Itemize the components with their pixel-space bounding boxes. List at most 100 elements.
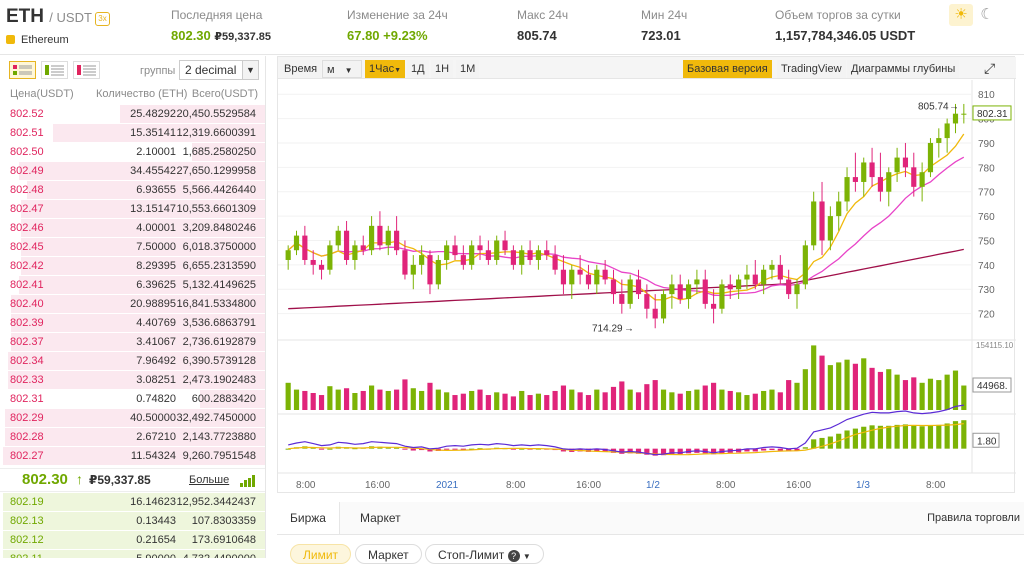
volume-bar: [477, 389, 483, 410]
coin-name[interactable]: Ethereum: [6, 34, 69, 46]
volume-bar: [502, 393, 508, 410]
ask-row[interactable]: 802.29 40.50000 32,492.7450000: [0, 409, 265, 428]
minute-select[interactable]: м ▼: [322, 60, 362, 78]
macd-histogram-bar: [410, 448, 416, 451]
view-basic[interactable]: Базовая версия: [683, 60, 772, 78]
ask-row[interactable]: 802.34 7.96492 6,390.5739128: [0, 352, 265, 371]
candle: [327, 245, 333, 270]
interval-1h[interactable]: 1Час▼: [365, 60, 406, 78]
ask-row[interactable]: 802.50 2.10001 1,685.2580250: [0, 143, 265, 162]
ask-price: 802.52: [10, 108, 44, 120]
volume-bar: [527, 395, 533, 410]
orderbook-toolbar: группы 2 decimal ▼: [0, 56, 265, 85]
macd-histogram-bar: [777, 448, 783, 451]
ask-row[interactable]: 802.28 2.67210 2,143.7723880: [0, 428, 265, 447]
stat-high-24h: Макс 24ч 805.74: [517, 8, 568, 43]
book-bids-icon[interactable]: [41, 61, 68, 79]
volume-bar: [877, 371, 884, 410]
candle: [419, 255, 425, 265]
ask-row[interactable]: 802.39 4.40769 3,536.6863791: [0, 314, 265, 333]
ask-row[interactable]: 802.46 4.00001 3,209.8480246: [0, 219, 265, 238]
ask-amount: 6.39625: [136, 279, 176, 291]
depth-bar: [21, 200, 265, 218]
trading-rules-link[interactable]: Правила торговли: [927, 512, 1020, 524]
help-icon[interactable]: ?: [507, 550, 520, 562]
view-tradingview[interactable]: TradingView: [777, 60, 846, 78]
sun-icon[interactable]: ☀: [949, 4, 973, 26]
interval-1w[interactable]: 1Н: [431, 60, 454, 78]
ask-row[interactable]: 802.40 20.98895 16,841.5334800: [0, 295, 265, 314]
depth-bar: [21, 257, 265, 275]
candle: [527, 250, 533, 260]
pair-title[interactable]: ETH / USDT: [6, 6, 92, 28]
bid-row[interactable]: 802.13 0.13443 107.8303359: [0, 512, 265, 531]
interval-1mo[interactable]: 1М: [456, 60, 480, 78]
ask-row[interactable]: 802.42 8.29395 6,655.2313590: [0, 257, 265, 276]
ask-total: 1,685.2580250: [182, 146, 256, 158]
tab-margin[interactable]: Маркет: [360, 511, 401, 525]
bid-price: 802.11: [10, 550, 43, 558]
ask-row[interactable]: 802.48 6.93655 5,566.4426440: [0, 181, 265, 200]
volume-bar: [727, 390, 733, 410]
tab-exchange[interactable]: Биржа: [277, 502, 340, 534]
depth-bar: [18, 276, 265, 294]
volume-bar: [869, 367, 875, 410]
book-both-icon[interactable]: [9, 61, 36, 79]
ask-amount: 20.98895: [130, 298, 176, 310]
candle: [702, 279, 708, 304]
stat-value: 802.30: [171, 28, 211, 43]
volume-bar: [460, 393, 466, 410]
fullscreen-icon[interactable]: ⤢: [984, 60, 996, 76]
candlestick-chart[interactable]: 810800790780770760750740730720805.74→714…: [278, 80, 1016, 494]
bid-row[interactable]: 802.12 0.21654 173.6910648: [0, 531, 265, 550]
ask-row[interactable]: 802.31 0.74820 600.2883420: [0, 390, 265, 409]
volume-bar: [452, 395, 458, 410]
ask-row[interactable]: 802.52 25.48292 20,450.5529584: [0, 105, 265, 124]
signal-bars-icon: [240, 474, 256, 492]
quote-symbol: / USDT: [49, 10, 92, 25]
order-type-market[interactable]: Маркет: [355, 544, 422, 564]
view-depth[interactable]: Диаграммы глубины: [847, 60, 960, 78]
price-tick: 760: [978, 212, 995, 223]
candle: [719, 284, 725, 309]
volume-bar: [352, 393, 358, 410]
macd-histogram-bar: [385, 447, 391, 449]
order-type-stop-limit[interactable]: Стоп-Лимит ? ▼: [425, 544, 544, 564]
volume-bar: [343, 388, 350, 410]
candle: [335, 230, 341, 246]
volume-bar: [894, 374, 900, 410]
ask-row[interactable]: 802.33 3.08251 2,473.1902483: [0, 371, 265, 390]
depth-bar: [199, 390, 265, 408]
volume-bar: [377, 389, 383, 410]
bid-row[interactable]: 802.19 16.14623 12,952.3442437: [0, 493, 265, 512]
ask-row[interactable]: 802.45 7.50000 6,018.3750000: [0, 238, 265, 257]
macd-histogram-bar: [894, 424, 900, 449]
macd-histogram-bar: [761, 448, 767, 451]
candle: [877, 177, 884, 192]
volume-current-label: 44968.: [977, 381, 1008, 392]
ask-row[interactable]: 802.41 6.39625 5,132.4149625: [0, 276, 265, 295]
order-type-limit[interactable]: Лимит: [290, 544, 352, 564]
ask-total: 6,655.2313590: [182, 260, 256, 272]
book-asks-icon[interactable]: [73, 61, 100, 79]
candle: [427, 255, 433, 285]
volume-bar: [485, 395, 491, 410]
bid-row[interactable]: 802.11 5.90000 4,732.4490000: [0, 550, 265, 558]
more-link[interactable]: Больше: [189, 474, 230, 486]
ask-row[interactable]: 802.37 3.41067 2,736.6192879: [0, 333, 265, 352]
ask-row[interactable]: 802.51 15.35141 12,319.6600391: [0, 124, 265, 143]
moon-icon[interactable]: ☾: [980, 6, 994, 23]
group-select[interactable]: 2 decimal ▼: [179, 60, 259, 80]
macd-histogram-bar: [869, 425, 875, 449]
ask-row[interactable]: 802.47 13.15147 10,553.6601309: [0, 200, 265, 219]
ask-price: 802.31: [10, 393, 44, 405]
ask-row[interactable]: 802.27 11.54324 9,260.7951548: [0, 447, 265, 466]
interval-1d[interactable]: 1Д: [407, 60, 429, 78]
leverage-badge[interactable]: 3x: [95, 12, 110, 26]
depth-bar: [10, 295, 265, 313]
macd-histogram-bar: [452, 448, 458, 450]
candle: [961, 113, 967, 115]
ask-row[interactable]: 802.49 34.45542 27,650.1299958: [0, 162, 265, 181]
macd-histogram-bar: [961, 420, 967, 449]
volume-bar: [368, 385, 375, 410]
